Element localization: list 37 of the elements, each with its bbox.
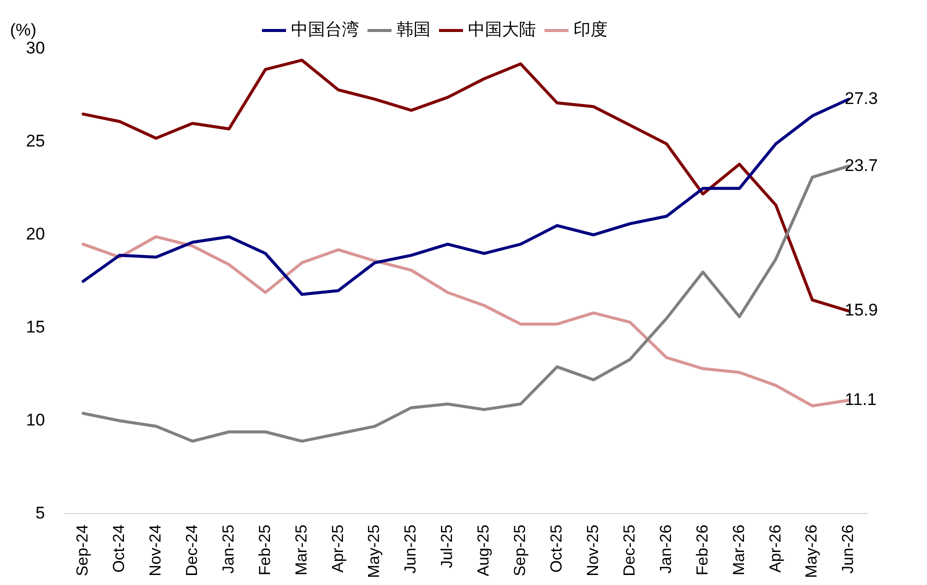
x-tick-label: May-26 <box>804 524 821 578</box>
y-tick-label: 25 <box>26 132 45 151</box>
y-tick-label: 10 <box>26 410 45 430</box>
x-tick-label: Jul-25 <box>439 524 456 568</box>
y-axis-title: (%) <box>10 20 36 40</box>
x-tick-label: Oct-25 <box>548 524 566 573</box>
annotation: 23.7 <box>844 156 878 175</box>
x-tick-label: Jan-26 <box>658 524 675 574</box>
legend-label: 韩国 <box>396 20 430 40</box>
y-tick-label: 30 <box>26 38 45 58</box>
legend-label: 中国大陆 <box>468 20 536 40</box>
y-tick-label: 15 <box>26 317 45 336</box>
x-tick-label: Sep-24 <box>74 524 92 576</box>
annotation: 15.9 <box>844 300 878 320</box>
legend-label: 中国台湾 <box>291 20 359 40</box>
x-tick-label: Nov-24 <box>147 524 164 576</box>
x-tick-label: Mar-25 <box>293 524 310 576</box>
x-tick-label: Apr-25 <box>330 524 347 573</box>
x-tick-label: Jan-25 <box>220 524 238 574</box>
x-tick-label: Sep-25 <box>512 524 530 576</box>
x-tick-label: Dec-25 <box>621 524 638 576</box>
x-tick-label: Dec-24 <box>184 524 201 576</box>
x-tick-label: Nov-25 <box>584 524 602 576</box>
x-tick-label: Mar-26 <box>730 524 748 576</box>
legend-label: 印度 <box>574 20 608 40</box>
x-tick-label: Jun-26 <box>840 524 858 574</box>
y-tick-label: 20 <box>26 224 45 244</box>
x-tick-label: Feb-26 <box>694 524 712 576</box>
annotation: 11.1 <box>844 390 877 409</box>
x-tick-label: Feb-25 <box>256 524 274 576</box>
annotation: 27.3 <box>844 88 878 108</box>
x-tick-label: Jun-25 <box>402 524 420 574</box>
x-tick-label: Aug-25 <box>476 524 493 576</box>
x-tick-label: May-25 <box>366 524 384 578</box>
x-tick-label: Apr-26 <box>767 524 784 573</box>
x-tick-label: Oct-24 <box>111 524 128 573</box>
y-tick-label: 5 <box>35 503 45 522</box>
